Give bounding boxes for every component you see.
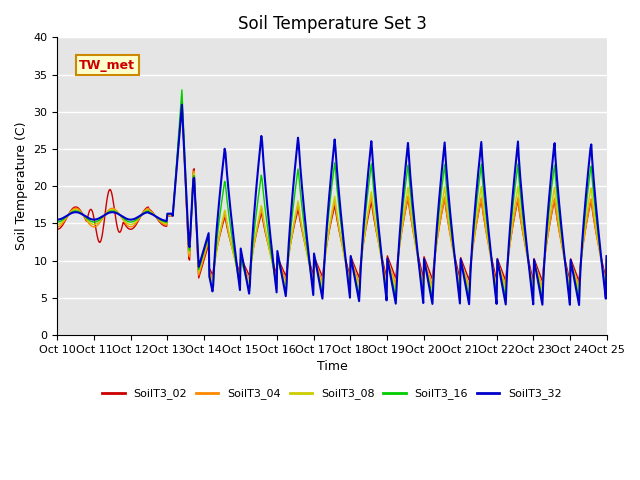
SoilT3_32 <box>575 302 583 308</box>
SoilT3_16 <box>63 213 71 218</box>
SoilT3_02 <box>205 265 213 271</box>
SoilT3_32 <box>120 215 128 220</box>
SoilT3_16 <box>399 200 407 206</box>
SoilT3_32 <box>63 213 71 218</box>
SoilT3_32 <box>205 274 213 279</box>
SoilT3_32 <box>399 187 407 192</box>
Line: SoilT3_02: SoilT3_02 <box>58 101 607 281</box>
SoilT3_08 <box>178 100 186 106</box>
SoilT3_02 <box>54 227 61 232</box>
SoilT3_08 <box>63 213 71 219</box>
SoilT3_04 <box>399 219 407 225</box>
SoilT3_08 <box>603 256 611 262</box>
Text: TW_met: TW_met <box>79 59 136 72</box>
SoilT3_08 <box>120 217 128 223</box>
SoilT3_32 <box>415 266 423 272</box>
SoilT3_08 <box>399 214 407 220</box>
Line: SoilT3_08: SoilT3_08 <box>58 103 607 290</box>
SoilT3_16 <box>575 295 583 300</box>
SoilT3_32 <box>603 253 611 259</box>
SoilT3_04 <box>176 127 184 133</box>
Legend: SoilT3_02, SoilT3_04, SoilT3_08, SoilT3_16, SoilT3_32: SoilT3_02, SoilT3_04, SoilT3_08, SoilT3_… <box>98 384 566 404</box>
SoilT3_04 <box>415 263 423 268</box>
SoilT3_32 <box>176 129 184 135</box>
SoilT3_02 <box>178 98 186 104</box>
Y-axis label: Soil Temperature (C): Soil Temperature (C) <box>15 122 28 251</box>
SoilT3_02 <box>176 126 184 132</box>
Line: SoilT3_32: SoilT3_32 <box>58 105 607 305</box>
Line: SoilT3_16: SoilT3_16 <box>58 90 607 298</box>
SoilT3_16 <box>120 216 128 222</box>
SoilT3_02 <box>415 258 423 264</box>
SoilT3_04 <box>603 257 611 263</box>
SoilT3_02 <box>399 218 407 224</box>
SoilT3_04 <box>54 224 61 230</box>
SoilT3_08 <box>176 128 184 133</box>
SoilT3_04 <box>120 218 128 224</box>
SoilT3_04 <box>205 268 213 274</box>
Line: SoilT3_04: SoilT3_04 <box>58 102 607 287</box>
Title: Soil Temperature Set 3: Soil Temperature Set 3 <box>237 15 426 33</box>
SoilT3_02 <box>603 254 611 260</box>
SoilT3_32 <box>178 102 186 108</box>
SoilT3_04 <box>575 284 583 289</box>
SoilT3_02 <box>63 214 71 219</box>
SoilT3_08 <box>415 264 423 270</box>
SoilT3_04 <box>63 214 71 219</box>
SoilT3_16 <box>178 87 186 93</box>
SoilT3_04 <box>178 99 186 105</box>
SoilT3_16 <box>54 219 61 225</box>
SoilT3_08 <box>54 222 61 228</box>
SoilT3_16 <box>176 118 184 124</box>
SoilT3_02 <box>575 278 583 284</box>
SoilT3_08 <box>575 288 583 293</box>
SoilT3_32 <box>54 217 61 223</box>
SoilT3_02 <box>120 220 128 226</box>
SoilT3_16 <box>415 265 423 271</box>
X-axis label: Time: Time <box>317 360 348 373</box>
SoilT3_08 <box>205 271 213 277</box>
SoilT3_16 <box>205 274 213 280</box>
SoilT3_16 <box>603 255 611 261</box>
